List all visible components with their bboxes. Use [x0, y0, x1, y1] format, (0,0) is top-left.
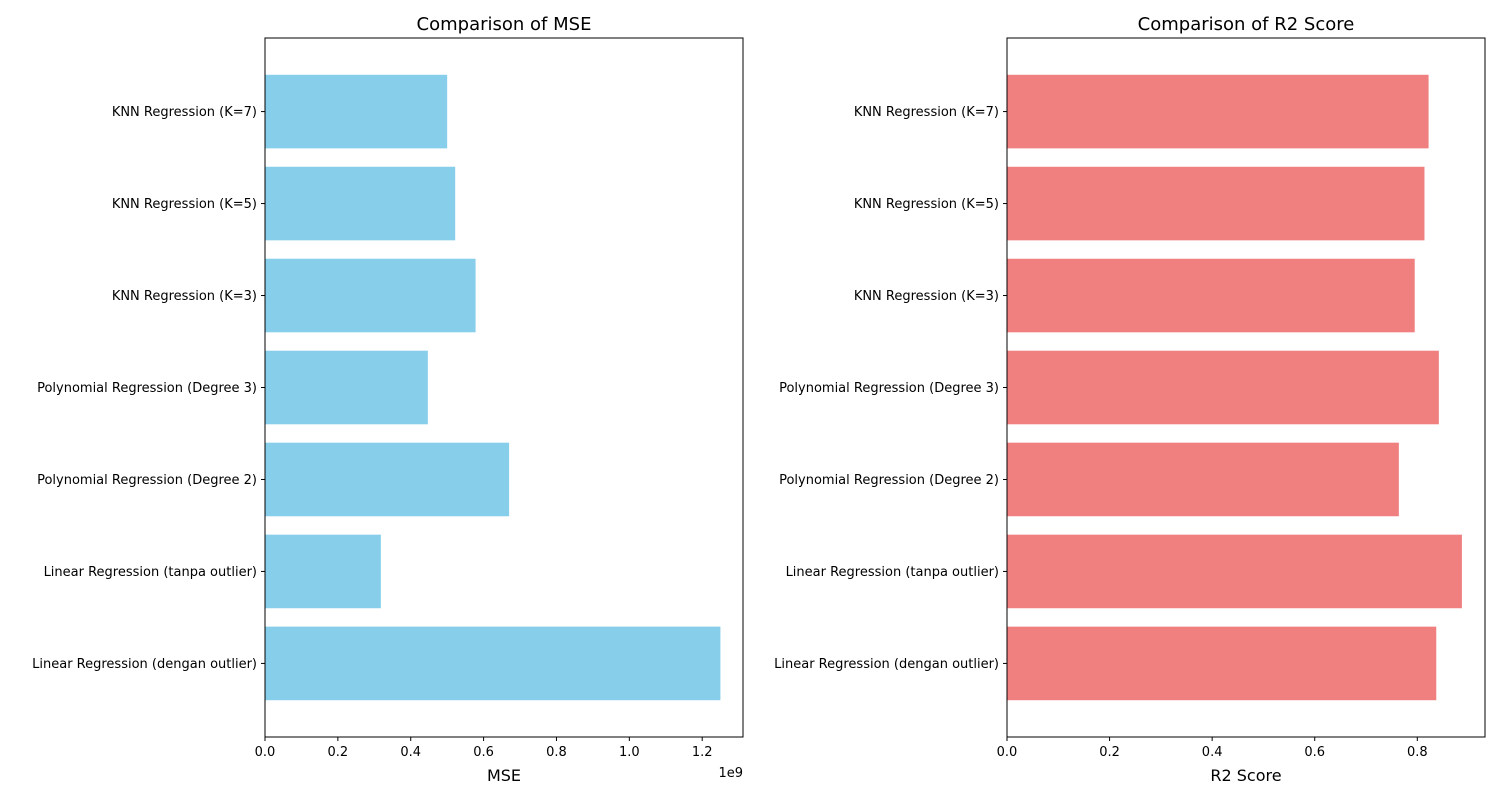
mse-bar: [265, 166, 456, 241]
mse-x-axis-label: MSE: [487, 766, 521, 785]
mse-y-ticks: Linear Regression (dengan outlier) Linear…: [32, 105, 265, 672]
mse-bar: [265, 74, 448, 149]
r2-y-tick-label: KNN Regression (K=5): [854, 197, 999, 212]
r2-x-tick-label: 0.0: [997, 745, 1018, 760]
mse-x-tick-label: 0.0: [255, 745, 276, 760]
r2-y-ticks: Linear Regression (dengan outlier) Linear…: [774, 105, 1007, 672]
r2-x-axis-label: R2 Score: [1210, 766, 1281, 785]
r2-chart-panel: Comparison of R2 Score Linear Regression…: [774, 14, 1486, 785]
r2-x-tick-label: 0.2: [1099, 745, 1120, 760]
r2-plot-frame: [1006, 37, 1486, 738]
mse-y-tick-label: KNN Regression (K=5): [112, 197, 257, 212]
mse-bar: [265, 626, 721, 701]
r2-bars: [1007, 74, 1462, 701]
mse-y-tick-label: Linear Regression (dengan outlier): [32, 657, 257, 672]
mse-x-tick-label: 0.6: [473, 745, 494, 760]
mse-bar: [265, 534, 381, 609]
mse-y-tick-label: Polynomial Regression (Degree 2): [37, 473, 257, 488]
r2-chart-title: Comparison of R2 Score: [1138, 14, 1355, 35]
r2-bar: [1007, 350, 1439, 425]
mse-y-tick-label: KNN Regression (K=7): [112, 105, 257, 120]
r2-bar: [1007, 534, 1462, 609]
mse-x-tick-label: 0.4: [400, 745, 421, 760]
r2-y-tick-label: Linear Regression (tanpa outlier): [786, 565, 999, 580]
mse-bar: [265, 350, 428, 425]
r2-x-tick-label: 0.4: [1202, 745, 1223, 760]
mse-x-tick-label: 0.2: [328, 745, 349, 760]
r2-bar: [1007, 258, 1415, 333]
mse-x-tick-label: 0.8: [546, 745, 567, 760]
r2-bar: [1007, 74, 1429, 149]
r2-y-tick-label: Polynomial Regression (Degree 2): [779, 473, 999, 488]
mse-y-tick-label: Polynomial Regression (Degree 3): [37, 381, 257, 396]
mse-chart-title: Comparison of MSE: [417, 14, 592, 35]
mse-bars: [265, 74, 721, 701]
r2-x-tick-label: 0.8: [1407, 745, 1428, 760]
mse-bar: [265, 258, 476, 333]
r2-bar: [1007, 626, 1437, 701]
mse-x-tick-label: 1.0: [619, 745, 640, 760]
mse-y-tick-label: Linear Regression (tanpa outlier): [44, 565, 257, 580]
mse-x-ticks: 0.0 0.2 0.4 0.6 0.8 1.0 1.2: [255, 737, 713, 760]
r2-y-tick-label: KNN Regression (K=3): [854, 289, 999, 304]
mse-x-tick-label: 1.2: [692, 745, 713, 760]
mse-plot-frame: [264, 37, 744, 738]
r2-bar: [1007, 166, 1425, 241]
mse-y-tick-label: KNN Regression (K=3): [112, 289, 257, 304]
mse-x-offset-label: 1e9: [718, 766, 743, 781]
mse-chart-panel: Comparison of MSE Linear Regression (den…: [32, 14, 744, 785]
r2-y-tick-label: Polynomial Regression (Degree 3): [779, 381, 999, 396]
r2-y-tick-label: KNN Regression (K=7): [854, 105, 999, 120]
r2-x-tick-label: 0.6: [1304, 745, 1325, 760]
mse-bar: [265, 442, 510, 517]
r2-x-ticks: 0.0 0.2 0.4 0.6 0.8: [997, 737, 1428, 760]
r2-y-tick-label: Linear Regression (dengan outlier): [774, 657, 999, 672]
r2-bar: [1007, 442, 1399, 517]
